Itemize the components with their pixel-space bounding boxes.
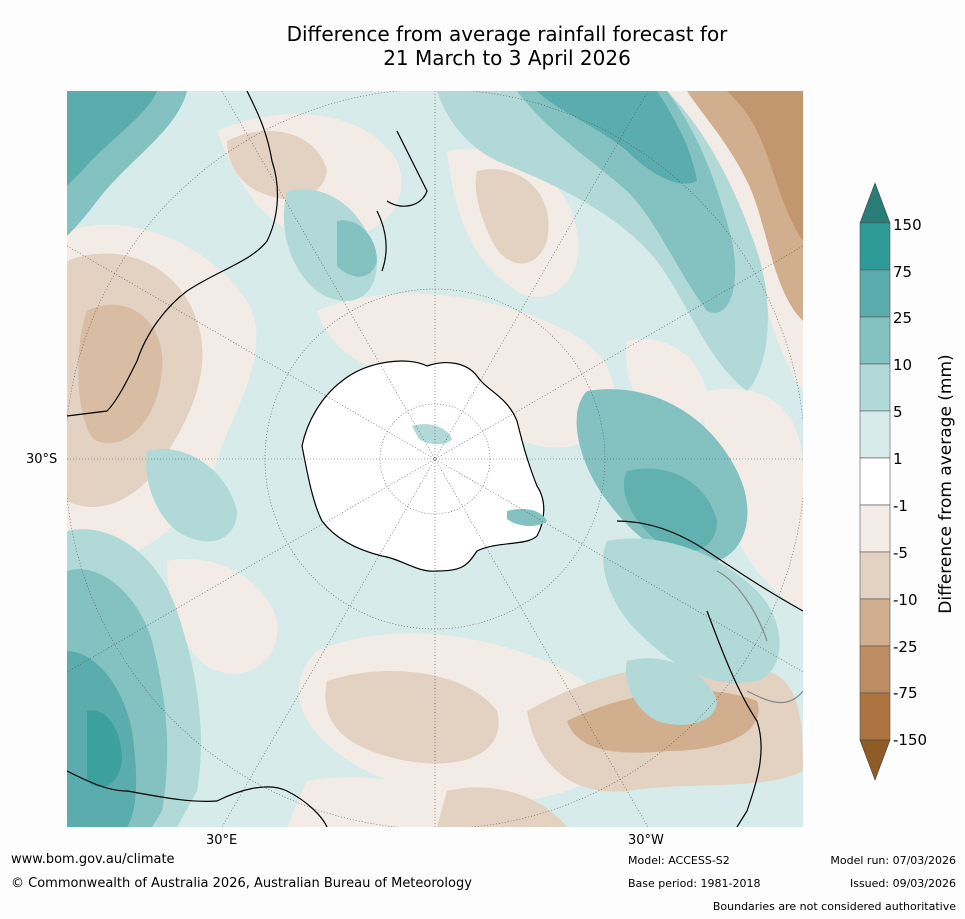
- colorbar-label: Difference from average (mm): [936, 354, 956, 614]
- colorbar-tick: 10: [893, 356, 913, 374]
- latitude-label: 30°S: [26, 452, 58, 467]
- issued-text: Issued: 09/03/2026: [849, 877, 956, 890]
- colorbar-tick: -1: [893, 497, 908, 515]
- colorbar-tick: -75: [893, 684, 918, 702]
- colorbar-block-wet-5: [859, 410, 891, 459]
- colorbar-block-neutral: [859, 457, 891, 506]
- graticule: [67, 91, 803, 827]
- longitude-label-30e: 30°E: [206, 833, 238, 848]
- colorbar-tick: -10: [893, 591, 918, 609]
- model-run-text: Model run: 07/03/2026: [830, 854, 956, 867]
- colorbar-block-dry-10: [859, 598, 891, 647]
- colorbar: [859, 182, 891, 781]
- antarctica-coastline: [301, 360, 545, 572]
- longitude-label-30w: 30°W: [628, 833, 664, 848]
- colorbar-block-dry-5: [859, 551, 891, 600]
- colorbar-blocks: [859, 222, 891, 741]
- boundaries: [716, 570, 803, 704]
- colorbar-block-dry-25: [859, 645, 891, 694]
- colorbar-extend-wet: [859, 182, 891, 224]
- colorbar-tick: 150: [893, 216, 922, 234]
- coastlines: [67, 91, 803, 827]
- colorbar-block-dry-1: [859, 504, 891, 553]
- map-canvas: [67, 91, 803, 827]
- colorbar-tick: 25: [893, 309, 913, 327]
- chart-title: Difference from average rainfall forecas…: [67, 22, 947, 70]
- colorbar-block-wet-150: [859, 222, 891, 271]
- title-line-1: Difference from average rainfall forecas…: [286, 22, 728, 46]
- colorbar-block-dry-75: [859, 692, 891, 741]
- colorbar-block-wet-75: [859, 269, 891, 318]
- colorbar-block-wet-10: [859, 363, 891, 412]
- colorbar-block-wet-25: [859, 316, 891, 365]
- colorbar-tick: -5: [893, 544, 908, 562]
- colorbar-extend-dry: [859, 739, 891, 781]
- dry-anomaly-areas: [67, 91, 803, 827]
- colorbar-tick: 5: [893, 403, 903, 421]
- colorbar-tick: 1: [893, 450, 903, 468]
- colorbar-tick: -150: [893, 731, 928, 749]
- model-text: Model: ACCESS-S2: [628, 854, 730, 867]
- disclaimer-text: Boundaries are not considered authoritat…: [712, 900, 956, 913]
- copyright-text: © Commonwealth of Australia 2026, Austra…: [11, 876, 472, 891]
- website-link[interactable]: www.bom.gov.au/climate: [11, 852, 175, 867]
- title-line-2: 21 March to 3 April 2026: [383, 46, 631, 70]
- colorbar-tick: -25: [893, 638, 918, 656]
- base-period-text: Base period: 1981-2018: [628, 877, 761, 890]
- polar-rainfall-map[interactable]: [67, 91, 803, 827]
- colorbar-tick: 75: [893, 263, 913, 281]
- wet-anomaly-areas: [67, 91, 780, 827]
